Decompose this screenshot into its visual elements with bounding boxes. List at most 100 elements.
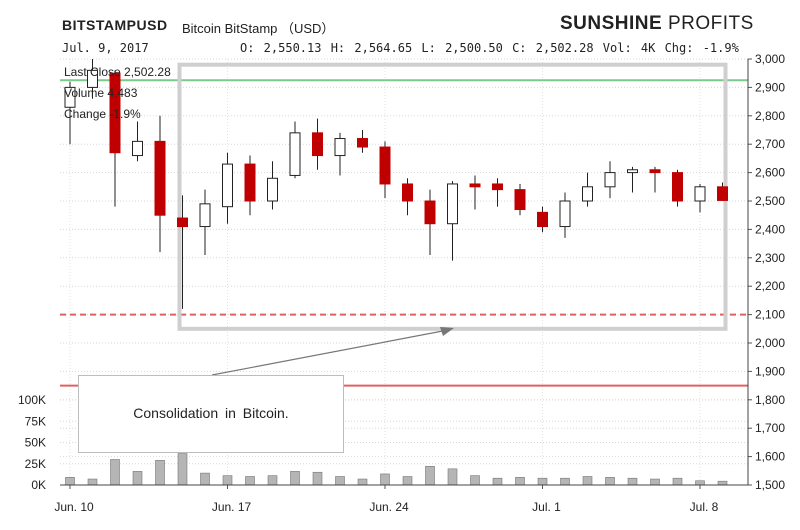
candle-up bbox=[582, 186, 593, 202]
candle-up bbox=[267, 177, 278, 202]
change-label: Change -1.9% bbox=[64, 107, 141, 121]
candle-up bbox=[289, 132, 301, 176]
candle-up bbox=[694, 186, 706, 202]
volume-bar bbox=[245, 476, 255, 486]
volume-bar bbox=[312, 471, 323, 486]
candle-down bbox=[379, 146, 391, 185]
axes: 3,000 2,900 2,800 2,700 2,600 2,500 2,400 2,300… bbox=[18, 52, 785, 514]
volume-tick-label: 75K bbox=[25, 414, 46, 428]
reference-lines bbox=[60, 79, 748, 387]
annotation-arrow bbox=[211, 327, 454, 376]
volume-bar bbox=[605, 477, 615, 486]
price-tick-label: 1,900 bbox=[755, 364, 785, 378]
candle-down bbox=[177, 217, 188, 228]
volume-bar bbox=[110, 459, 120, 486]
price-tick-label: 1,600 bbox=[755, 450, 785, 464]
volume-bar bbox=[537, 477, 548, 486]
volume-bar bbox=[650, 478, 660, 486]
candle-up bbox=[559, 200, 571, 228]
volume-tick-label: 50K bbox=[25, 436, 46, 450]
brand-logo-light: PROFITS bbox=[662, 13, 754, 34]
price-tick-label: 2,500 bbox=[755, 194, 785, 208]
brand-logo-bold: SUNSHINE bbox=[560, 13, 663, 34]
price-tick-label: 2,900 bbox=[755, 80, 785, 94]
symbol-label: BITSTAMPUSD bbox=[62, 17, 168, 33]
volume-tick-label: 100K bbox=[18, 393, 46, 407]
volume-bar bbox=[470, 475, 480, 486]
candle-up bbox=[627, 169, 638, 174]
date-tick-label: Jun. 10 bbox=[54, 500, 94, 514]
candle-down bbox=[312, 132, 323, 157]
symbol-description: Bitcoin BitStamp （USD） bbox=[182, 21, 335, 36]
candle-down bbox=[492, 183, 503, 191]
volume-bar bbox=[717, 480, 728, 486]
volume-bar bbox=[290, 471, 300, 486]
date-tick-label: Jul. 8 bbox=[690, 500, 719, 514]
candle-down bbox=[244, 163, 256, 202]
arrow-line bbox=[211, 329, 449, 376]
volume-bar bbox=[492, 477, 503, 486]
volume-bar bbox=[380, 473, 390, 486]
candle-up bbox=[447, 183, 458, 225]
candle-up bbox=[334, 138, 346, 157]
volume-bar bbox=[65, 477, 75, 486]
volume-bar bbox=[200, 472, 210, 486]
volume-bar bbox=[222, 475, 233, 486]
volume-bar bbox=[335, 476, 345, 486]
date-tick-label: Jun. 24 bbox=[369, 500, 409, 514]
volume-tick-label: 0K bbox=[31, 478, 46, 492]
candle-up bbox=[199, 203, 211, 228]
candle-up bbox=[222, 163, 233, 208]
volume-bar bbox=[515, 477, 525, 486]
ohlc-readout: O: 2,550.13 H: 2,564.65 L: 2,500.50 C: 2… bbox=[240, 41, 739, 55]
price-tick-label: 2,400 bbox=[755, 222, 785, 236]
volume-tick-label: 25K bbox=[25, 457, 46, 471]
brand-logo: SUNSHINE PROFITS bbox=[560, 13, 754, 35]
candle-down bbox=[402, 183, 413, 202]
volume-bars bbox=[65, 453, 728, 486]
candle-down bbox=[672, 172, 683, 202]
price-tick-label: 1,700 bbox=[755, 421, 785, 435]
volume-bar bbox=[357, 478, 368, 486]
volume-bar bbox=[267, 475, 278, 486]
date-tick-label: Jul. 1 bbox=[532, 500, 561, 514]
candle-up bbox=[87, 69, 98, 88]
candle-up bbox=[64, 86, 76, 108]
volume-bar bbox=[672, 477, 683, 486]
price-tick-label: 1,800 bbox=[755, 393, 785, 407]
price-tick-label: 2,200 bbox=[755, 279, 785, 293]
price-tick-label: 2,100 bbox=[755, 308, 785, 322]
price-tick-label: 2,700 bbox=[755, 137, 785, 151]
price-tick-label: 2,600 bbox=[755, 166, 785, 180]
volume-bar bbox=[447, 468, 458, 486]
volume-bar bbox=[425, 465, 435, 486]
price-tick-label: 3,000 bbox=[755, 52, 785, 66]
candle-down bbox=[649, 169, 661, 174]
volume-bar bbox=[155, 460, 165, 486]
volume-bar bbox=[87, 478, 98, 486]
volume-bar bbox=[582, 476, 593, 486]
candle-down bbox=[469, 183, 481, 188]
annotation-text: Consolidation in Bitcoin. bbox=[133, 405, 289, 421]
volume-bar bbox=[132, 471, 143, 486]
candle-up bbox=[604, 172, 616, 188]
last-close-label: Last Close 2,502.28 bbox=[64, 65, 171, 79]
volume-bar bbox=[627, 477, 638, 486]
price-tick-label: 1,500 bbox=[755, 478, 785, 492]
candlesticks bbox=[64, 59, 728, 309]
volume-bar bbox=[560, 477, 570, 486]
candle-down bbox=[109, 72, 121, 154]
candle-down bbox=[424, 200, 436, 225]
price-tick-label: 2,000 bbox=[755, 336, 785, 350]
candle-down bbox=[537, 211, 548, 228]
candle-down bbox=[514, 189, 526, 211]
volume-bar bbox=[695, 480, 705, 486]
date-label: Jul. 9, 2017 bbox=[62, 41, 149, 55]
candle-up bbox=[132, 140, 143, 157]
candle-down bbox=[717, 186, 728, 201]
volume-bar bbox=[177, 453, 188, 486]
candle-down bbox=[357, 138, 368, 148]
price-tick-label: 2,800 bbox=[755, 109, 785, 123]
arrow-head bbox=[440, 327, 454, 336]
